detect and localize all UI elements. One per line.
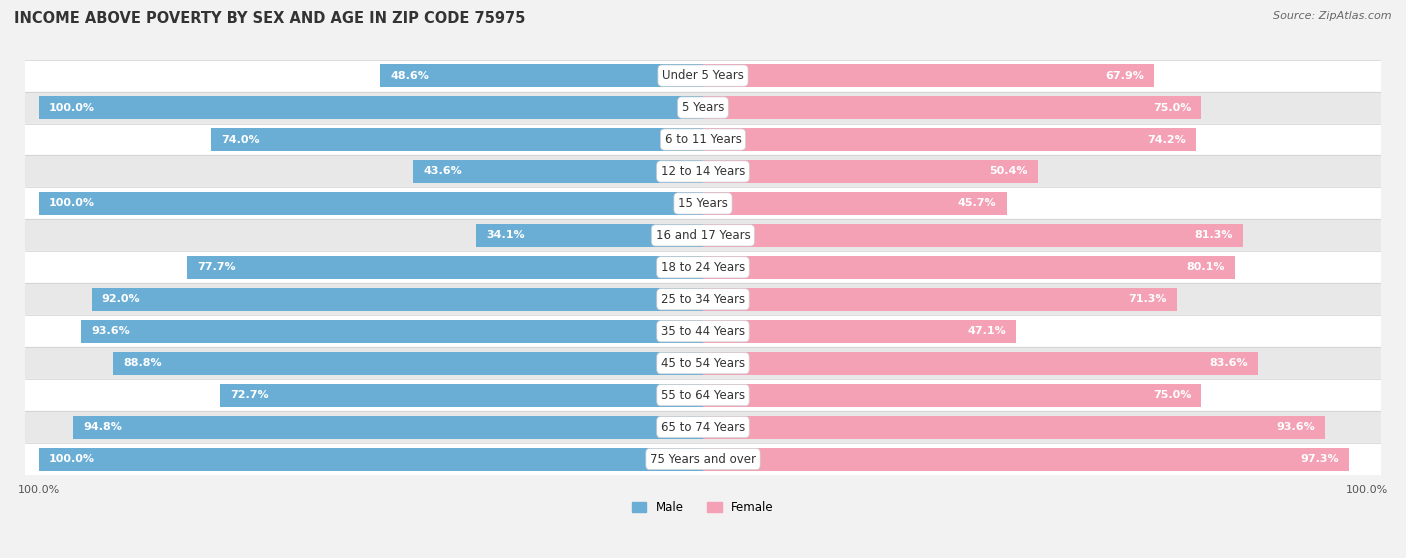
Text: 48.6%: 48.6% [389, 71, 429, 80]
Bar [112, 352, 703, 374]
Text: 83.6%: 83.6% [1209, 358, 1249, 368]
Text: 88.8%: 88.8% [124, 358, 162, 368]
Text: 67.9%: 67.9% [1105, 71, 1144, 80]
Text: Under 5 Years: Under 5 Years [662, 69, 744, 82]
Bar [39, 448, 703, 470]
Text: 12 to 14 Years: 12 to 14 Years [661, 165, 745, 178]
Bar [25, 156, 1381, 187]
Text: 94.8%: 94.8% [83, 422, 122, 432]
Bar [703, 448, 1350, 470]
Bar [25, 347, 1381, 379]
Bar [703, 192, 1007, 215]
Text: 15 Years: 15 Years [678, 197, 728, 210]
Text: 75 Years and over: 75 Years and over [650, 453, 756, 465]
Bar [380, 64, 703, 87]
Text: 6 to 11 Years: 6 to 11 Years [665, 133, 741, 146]
Text: 100.0%: 100.0% [49, 199, 94, 209]
Text: 45 to 54 Years: 45 to 54 Years [661, 357, 745, 370]
Bar [703, 224, 1243, 247]
Bar [477, 224, 703, 247]
Text: 72.7%: 72.7% [231, 390, 269, 400]
Bar [25, 219, 1381, 251]
Bar [25, 315, 1381, 347]
Text: 25 to 34 Years: 25 to 34 Years [661, 293, 745, 306]
Bar [25, 92, 1381, 123]
Text: 100.0%: 100.0% [49, 103, 94, 113]
Text: 75.0%: 75.0% [1153, 103, 1191, 113]
Text: 5 Years: 5 Years [682, 101, 724, 114]
Text: Source: ZipAtlas.com: Source: ZipAtlas.com [1274, 11, 1392, 21]
Text: 55 to 64 Years: 55 to 64 Years [661, 388, 745, 402]
Legend: Male, Female: Male, Female [627, 497, 779, 519]
Text: INCOME ABOVE POVERTY BY SEX AND AGE IN ZIP CODE 75975: INCOME ABOVE POVERTY BY SEX AND AGE IN Z… [14, 11, 526, 26]
Bar [25, 123, 1381, 156]
Bar [187, 256, 703, 279]
Text: 35 to 44 Years: 35 to 44 Years [661, 325, 745, 338]
Text: 45.7%: 45.7% [957, 199, 997, 209]
Bar [25, 379, 1381, 411]
Text: 65 to 74 Years: 65 to 74 Years [661, 421, 745, 434]
Text: 77.7%: 77.7% [197, 262, 235, 272]
Text: 16 and 17 Years: 16 and 17 Years [655, 229, 751, 242]
Bar [703, 416, 1324, 439]
Text: 50.4%: 50.4% [990, 166, 1028, 176]
Bar [25, 283, 1381, 315]
Bar [703, 160, 1038, 183]
Text: 92.0%: 92.0% [101, 294, 141, 304]
Bar [211, 128, 703, 151]
Text: 80.1%: 80.1% [1187, 262, 1225, 272]
Bar [25, 411, 1381, 443]
Bar [703, 128, 1197, 151]
Text: 81.3%: 81.3% [1195, 230, 1233, 240]
Text: 47.1%: 47.1% [967, 326, 1005, 336]
Bar [25, 60, 1381, 92]
Bar [221, 384, 703, 407]
Bar [39, 96, 703, 119]
Bar [703, 384, 1201, 407]
Text: 97.3%: 97.3% [1301, 454, 1340, 464]
Bar [25, 443, 1381, 475]
Bar [25, 187, 1381, 219]
Text: 93.6%: 93.6% [91, 326, 129, 336]
Bar [39, 192, 703, 215]
Bar [703, 96, 1201, 119]
Bar [91, 288, 703, 311]
Text: 18 to 24 Years: 18 to 24 Years [661, 261, 745, 274]
Bar [703, 288, 1177, 311]
Bar [703, 320, 1017, 343]
Bar [413, 160, 703, 183]
Bar [703, 256, 1234, 279]
Bar [82, 320, 703, 343]
Text: 43.6%: 43.6% [423, 166, 463, 176]
Text: 74.2%: 74.2% [1147, 134, 1185, 145]
Text: 100.0%: 100.0% [49, 454, 94, 464]
Text: 75.0%: 75.0% [1153, 390, 1191, 400]
Text: 74.0%: 74.0% [221, 134, 260, 145]
Bar [73, 416, 703, 439]
Text: 34.1%: 34.1% [486, 230, 524, 240]
Text: 93.6%: 93.6% [1277, 422, 1315, 432]
Bar [703, 64, 1154, 87]
Text: 71.3%: 71.3% [1128, 294, 1167, 304]
Bar [25, 251, 1381, 283]
Bar [703, 352, 1258, 374]
